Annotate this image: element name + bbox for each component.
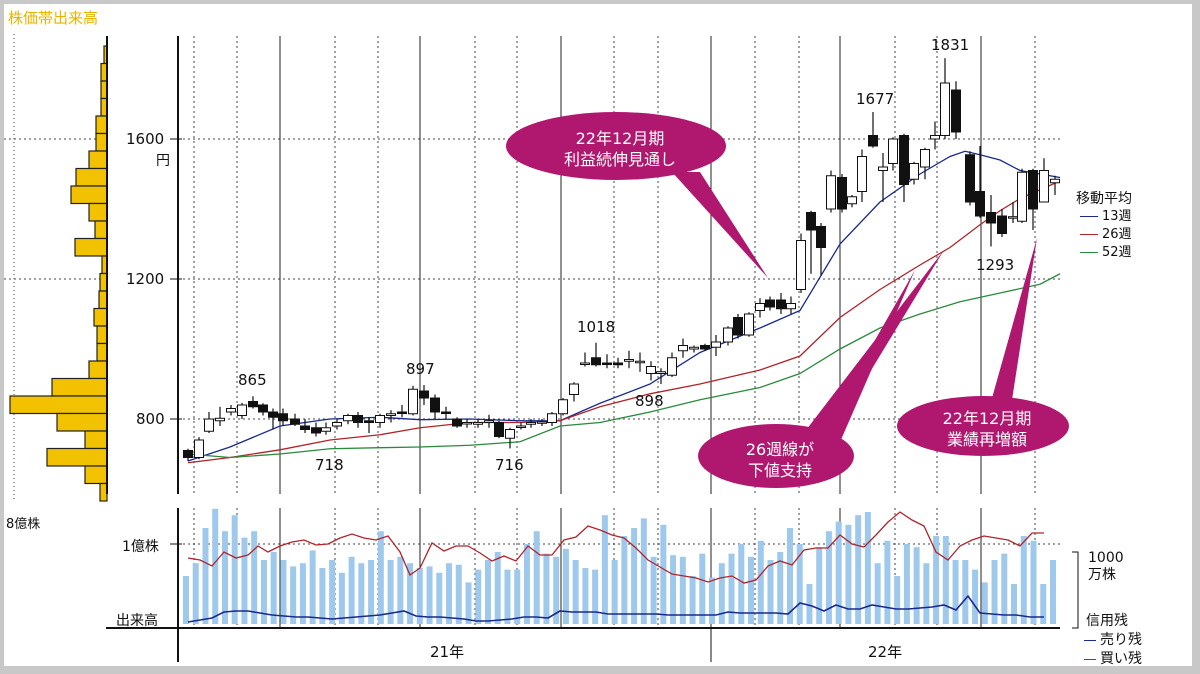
price-annotation: 865	[238, 371, 267, 389]
price-annotation: 1677	[856, 90, 895, 108]
y-tick-800: 800	[136, 410, 165, 428]
price-annotation: 716	[495, 456, 524, 474]
ma-legend-52: 52週	[1076, 244, 1132, 262]
price-annotation: 718	[315, 456, 344, 474]
profile-scale-label: 8億株	[6, 517, 41, 532]
price-annotation: 1831	[931, 36, 970, 54]
volume-axis-label: 出来高	[116, 613, 158, 629]
margin-legend-buy: 買い残	[1084, 650, 1142, 669]
price-annotation: 898	[635, 392, 664, 410]
candlesticks	[183, 58, 1060, 461]
callout-26w-support: 26週線が 下値支持	[745, 440, 815, 480]
price-annotation: 1018	[577, 318, 616, 336]
chart-frame: 株価帯出来高 8億株 1600 円 1200 800 1億株 出来高 21年 2…	[4, 4, 1192, 669]
ma-legend-26: 26週	[1076, 226, 1132, 244]
margin-balance-lines	[187, 511, 1044, 623]
volume-bars	[183, 508, 1056, 624]
margin-legend-sell: 売り残	[1084, 631, 1142, 650]
stock-chart	[4, 34, 1079, 662]
axes	[106, 36, 1079, 662]
price-annotation: 897	[406, 360, 435, 378]
grid-lines	[4, 34, 1060, 628]
y-tick-1200: 1200	[126, 270, 165, 288]
margin-legend: 信用残 売り残 買い残	[1084, 612, 1142, 669]
margin-legend-title: 信用残	[1086, 613, 1128, 629]
callout-profit-forecast: 22年12月期 利益続伸見通し	[563, 129, 676, 169]
price-volume-profile	[9, 45, 108, 502]
callouts	[506, 112, 1069, 488]
x-label-21: 21年	[430, 643, 465, 661]
ma-legend-title: 移動平均	[1076, 191, 1132, 207]
callout-upward-revision: 22年12月期 業績再増額	[942, 409, 1032, 449]
x-label-22: 22年	[868, 643, 903, 661]
volume-top-label: 1億株	[122, 539, 159, 555]
ma-legend: 移動平均 13週 26週 52週	[1076, 190, 1132, 262]
y-tick-1600: 1600	[126, 130, 165, 148]
y-unit-label: 円	[156, 153, 170, 169]
ma-legend-13: 13週	[1076, 208, 1132, 226]
price-annotation: 1293	[976, 256, 1015, 274]
chart-title: 株価帯出来高	[8, 9, 99, 27]
margin-scale-label: 1000 万株	[1088, 550, 1124, 583]
